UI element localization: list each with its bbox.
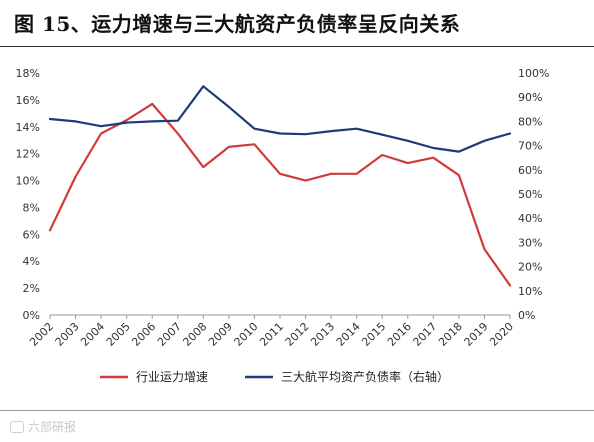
y-left-tick-label: 8%	[23, 201, 40, 214]
y-left-tick-label: 16%	[16, 94, 40, 107]
x-tick-label: 2006	[129, 320, 158, 349]
lines	[48, 85, 512, 287]
y-right-tick-label: 0%	[518, 309, 535, 322]
x-tick-label: 2011	[257, 320, 286, 349]
y-left-tick-label: 12%	[16, 148, 40, 161]
watermark-logo-icon	[10, 420, 24, 433]
y-right-tick-label: 50%	[518, 188, 542, 201]
x-tick-label: 2007	[155, 320, 184, 349]
series-line-1	[48, 102, 512, 287]
y-right-tick-label: 10%	[518, 285, 542, 298]
y-right-tick-label: 70%	[518, 140, 542, 153]
legend-label-1: 行业运力增速	[136, 370, 208, 384]
x-tick-label: 2008	[180, 320, 209, 349]
x-tick-label: 2014	[334, 320, 363, 349]
x-tick-label: 2005	[104, 320, 133, 349]
x-tick-label: 2009	[206, 320, 235, 349]
y-right-tick-label: 60%	[518, 164, 542, 177]
x-tick-label: 2013	[308, 320, 337, 349]
y-right-tick-label: 30%	[518, 236, 542, 249]
y-right-tick-label: 100%	[518, 67, 549, 80]
x-tick-label: 2003	[53, 320, 82, 349]
y-left-tick-label: 4%	[23, 255, 40, 268]
series-line-2	[48, 85, 512, 153]
watermark: 六部研报	[10, 418, 76, 435]
x-tick-label: 2002	[27, 320, 56, 349]
y-right-tick-label: 90%	[518, 91, 542, 104]
y-right-tick-label: 40%	[518, 212, 542, 225]
x-tick-label: 2012	[283, 320, 312, 349]
x-tick-label: 2010	[232, 320, 261, 349]
title-bar: 图 15、运力增速与三大航资产负债率呈反向关系	[0, 0, 594, 44]
x-tick-label: 2019	[462, 320, 491, 349]
title-rule	[0, 46, 594, 47]
y-left-tick-label: 2%	[23, 282, 40, 295]
footer-rule	[0, 410, 594, 411]
watermark-text: 六部研报	[28, 420, 77, 434]
y-left-tick-label: 0%	[23, 309, 40, 322]
y-left-tick-label: 6%	[23, 228, 40, 241]
x-tick-label: 2015	[359, 320, 388, 349]
chart-title: 图 15、运力增速与三大航资产负债率呈反向关系	[14, 11, 461, 36]
x-tick-label: 2004	[78, 320, 107, 349]
y-left-tick-label: 18%	[16, 67, 40, 80]
legend-label-2: 三大航平均资产负债率（右轴）	[281, 369, 449, 384]
y-left-tick-label: 14%	[16, 121, 40, 134]
x-tick-label: 2016	[385, 320, 414, 349]
y-right-tick-label: 80%	[518, 115, 542, 128]
y-right-tick-label: 20%	[518, 261, 542, 274]
legend: 行业运力增速 三大航平均资产负债率（右轴）	[100, 369, 449, 384]
x-tick-label: 2020	[487, 320, 516, 349]
y-left-tick-label: 10%	[16, 175, 40, 188]
x-tick-label: 2017	[410, 320, 439, 349]
x-tick-label: 2018	[436, 320, 465, 349]
